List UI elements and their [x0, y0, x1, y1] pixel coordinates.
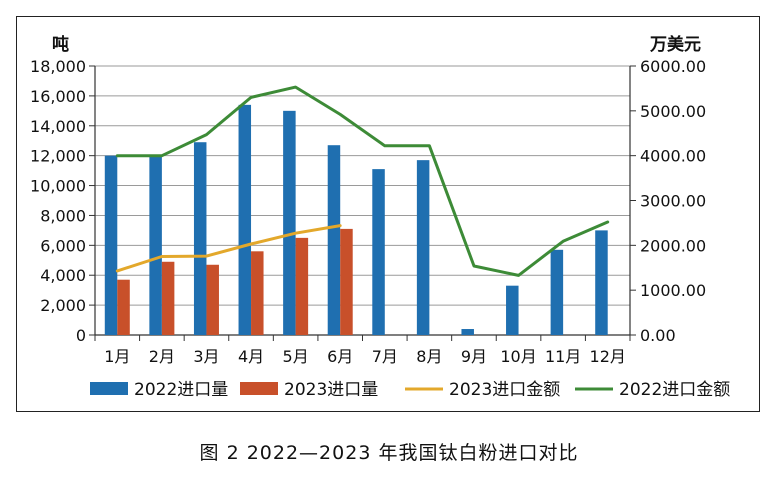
legend-label-2022进口金额: 2022进口金额 [619, 380, 730, 400]
right-tick-label: 2000.00 [640, 236, 706, 255]
x-tick-label: 4月 [238, 347, 264, 366]
legend-label-2023进口金额: 2023进口金额 [449, 380, 560, 400]
x-tick-label: 3月 [193, 347, 219, 366]
x-tick-label: 10月 [500, 347, 536, 366]
x-tick-label: 6月 [327, 347, 353, 366]
bar-2022进口量-1月 [104, 155, 118, 335]
bar-2022进口量-8月 [416, 160, 430, 335]
legend-label-2023进口量: 2023进口量 [284, 380, 378, 400]
bar-2023进口量-5月 [295, 237, 309, 335]
figure-caption: 图 2 2022—2023 年我国钛白粉进口对比 [199, 442, 579, 464]
right-tick-label: 1000.00 [640, 281, 706, 300]
left-tick-label: 16,000 [30, 87, 86, 106]
left-tick-label: 0 [76, 326, 86, 345]
bar-2022进口量-11月 [550, 249, 564, 335]
legend-label-2022进口量: 2022进口量 [134, 380, 228, 400]
bar-2022进口量-5月 [283, 110, 296, 335]
left-tick-label: 18,000 [30, 57, 86, 76]
combo-chart: 0 2,000 4,000 6,000 8,000 10,000 12,000 14,000 1… [30, 57, 730, 400]
legend-swatch-2022进口量 [90, 382, 128, 395]
bar-2023进口量-3月 [206, 264, 219, 335]
left-axis-unit-label: 吨 [52, 35, 69, 55]
bar-2023进口量-2月 [161, 261, 175, 335]
line-2022进口金额 [115, 85, 610, 277]
x-tick-label: 11月 [545, 347, 581, 366]
right-tick-label: 6000.00 [640, 57, 706, 76]
right-axis-unit-label: 万美元 [650, 35, 701, 55]
bar-2022进口量-2月 [149, 155, 162, 335]
x-tick-label: 12月 [590, 347, 626, 366]
bar-2022进口量-4月 [238, 104, 252, 335]
left-tick-label: 10,000 [30, 177, 86, 196]
bar-2022进口量-7月 [372, 169, 385, 335]
left-tick-label: 14,000 [30, 117, 86, 136]
chart-frame [16, 16, 760, 412]
bar-2022进口量-12月 [595, 230, 608, 335]
right-tick-label: 4000.00 [640, 147, 706, 166]
right-tick-label: 3000.00 [640, 192, 706, 211]
x-tick-label: 2月 [149, 347, 175, 366]
bar-2022进口量-6月 [327, 145, 341, 335]
left-tick-label: 4,000 [40, 266, 86, 285]
bar-2023进口量-4月 [251, 251, 264, 335]
bar-2022进口量-3月 [193, 142, 207, 335]
line-2023进口金额 [115, 224, 342, 273]
x-tick-label: 9月 [461, 347, 487, 366]
bar-2023进口量-1月 [117, 279, 130, 335]
bar-2023进口量-6月 [340, 228, 353, 335]
right-tick-label: 0.00 [640, 326, 676, 345]
left-tick-label: 8,000 [40, 206, 86, 225]
legend-swatch-2023进口量 [240, 382, 278, 395]
left-tick-label: 2,000 [40, 296, 86, 315]
x-tick-label: 8月 [416, 347, 442, 366]
x-tick-label: 7月 [372, 347, 398, 366]
bar-2022进口量-10月 [506, 285, 519, 335]
left-tick-label: 6,000 [40, 236, 86, 255]
bar-2022进口量-9月 [461, 329, 474, 335]
left-tick-label: 12,000 [30, 147, 86, 166]
x-tick-label: 1月 [104, 347, 130, 366]
right-tick-label: 5000.00 [640, 102, 706, 121]
x-tick-label: 5月 [283, 347, 309, 366]
